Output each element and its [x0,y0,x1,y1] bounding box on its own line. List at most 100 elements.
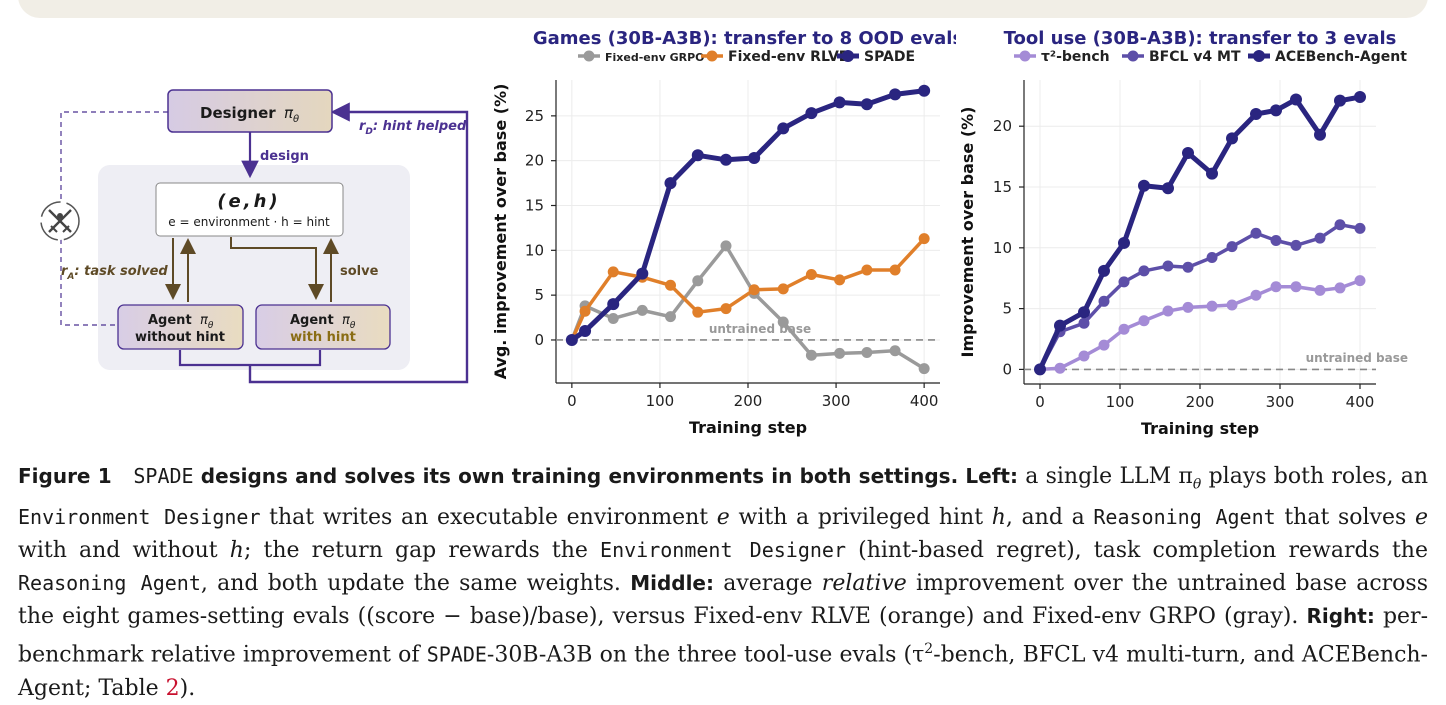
x-axis-label: Training step [1141,419,1259,438]
legend-swatch-marker [842,50,854,62]
data-point [1314,232,1326,244]
caption-spade: SPADE [133,464,194,488]
data-point [1118,323,1130,335]
data-point [1206,300,1218,312]
chart-title: Tool use (30B-A3B): transfer to 3 evals [1004,28,1397,49]
data-point [1138,179,1150,192]
data-point [1138,315,1150,327]
data-point [1054,319,1066,332]
data-point [889,345,901,357]
data-point [1270,104,1282,117]
designer-label: Designer [200,104,276,122]
env-hint-title: (e,h) [217,191,280,212]
data-point [720,240,732,252]
data-point [1354,222,1366,234]
data-point [1226,299,1238,311]
designer-pi: πθ [284,104,299,125]
legend-swatch-marker [583,50,595,62]
baseline-label: untrained base [1306,351,1408,365]
agent1-hint-label: without hint [135,330,225,345]
data-point [1226,132,1238,145]
x-axis-label: Training step [689,418,807,437]
legend-swatch-marker [1127,50,1139,62]
data-point [861,264,873,276]
x-tick-label: 400 [910,392,939,410]
agent1-label: Agent [148,313,192,328]
data-point [1270,235,1282,247]
baseline-label: untrained base [709,322,811,336]
series-line [1039,278,1361,372]
x-tick-label: 300 [1266,393,1295,411]
data-point [1138,265,1150,277]
data-point [1162,260,1174,272]
legend-swatch-marker [1253,50,1265,62]
data-point [636,267,649,280]
data-point [1162,305,1174,317]
data-point [805,349,817,361]
top-banner [18,0,1428,18]
data-point [889,88,902,101]
data-point [1354,91,1366,104]
y-tick-label: 0 [534,331,544,349]
env-hint-box [155,182,344,237]
legend-swatch-marker [706,50,718,62]
data-point [579,325,592,338]
agent2-pi: πθ [342,313,356,331]
data-point [834,347,846,359]
data-point [777,283,789,295]
data-point [1226,241,1238,253]
data-point [1182,301,1194,313]
ra-label: rA: task solved [61,264,168,282]
design-label: design [260,149,309,164]
table-ref[interactable]: 2 [165,675,180,701]
agent1-pi: πθ [200,313,214,331]
y-tick-label: 5 [1002,300,1012,318]
y-tick-label: 10 [525,241,544,259]
data-point [889,264,901,276]
data-point [664,311,676,323]
chart-title: Games (30B-A3B): transfer to 8 OOD evals [533,28,956,49]
data-point [607,298,620,311]
data-point [1270,281,1282,293]
y-axis-label: Avg. improvement over base (%) [491,84,510,380]
data-point [579,305,591,317]
data-point [692,306,704,318]
legend-swatch-marker [1019,50,1031,62]
y-tick-label: 25 [525,107,544,125]
rd-label: rD: hint helped [359,119,467,137]
data-point [1290,93,1302,106]
data-point [1118,236,1130,249]
data-point [1098,339,1110,351]
y-tick-label: 20 [525,152,544,170]
legend-label: Fixed-env RLVE [728,49,848,65]
data-point [1098,295,1110,307]
caption-title: designs and solves its own training envi… [193,464,966,488]
tooluse-chart: 0 100 200 300 400 0 5 10 15 20 untrained base Train… [958,28,1408,438]
y-tick-label: 10 [993,239,1012,257]
agent-with-hint-box [255,304,391,350]
data-point [1334,282,1346,294]
spade-diagram: Designer πθ design (e,h) e = environment… [40,89,469,384]
data-point [1250,289,1262,301]
data-point [1034,363,1046,376]
data-point [834,274,846,286]
series-line [1037,94,1361,371]
data-point [691,149,704,162]
data-point [1078,306,1090,319]
data-point [1250,227,1262,239]
data-point [805,107,818,120]
swords-icon [40,201,80,241]
data-point [1118,276,1130,288]
data-point [607,266,619,278]
figure-label: Figure 1 [18,464,112,488]
x-tick-label: 300 [822,392,851,410]
caption-middle-label: Middle: [630,571,714,596]
legend-label: ACEBench-Agent [1275,49,1407,65]
data-point [719,153,732,166]
solve-label: solve [340,264,379,279]
agent2-hint-label: with hint [290,330,356,345]
data-point [777,316,789,328]
data-point [1182,146,1194,159]
data-point [1162,182,1174,195]
data-point [918,363,930,375]
